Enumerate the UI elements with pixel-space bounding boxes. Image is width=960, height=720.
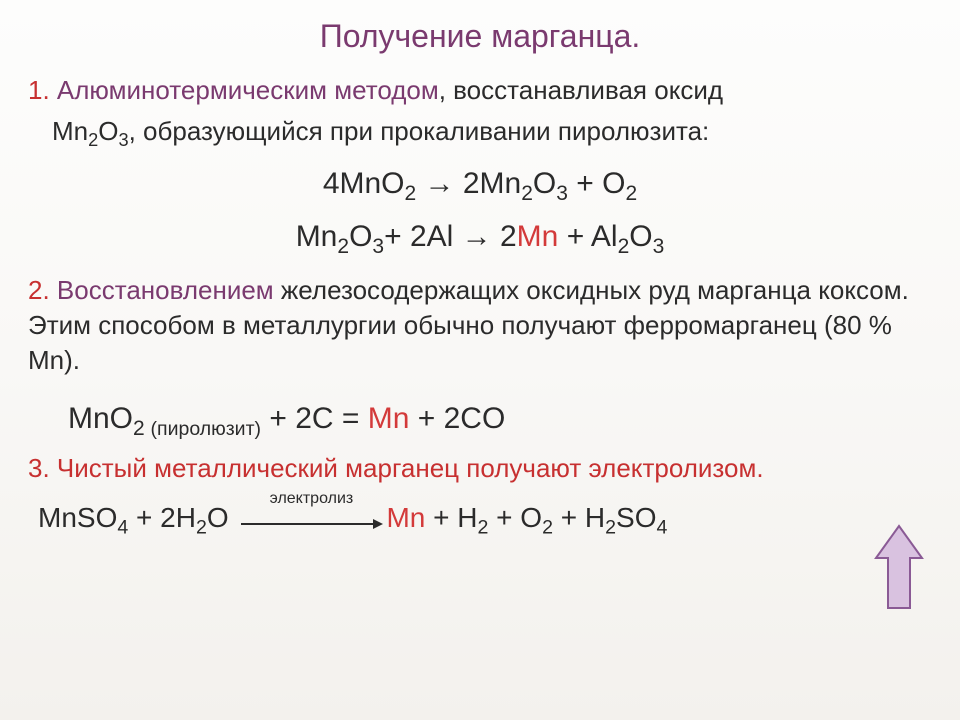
eq1-c: O [533, 167, 556, 200]
eq3-b: + 2C = [261, 402, 368, 435]
electrolysis-arrow: электролиз [236, 504, 386, 536]
eq4-c: O [207, 502, 237, 533]
s1-f-a: Mn [52, 116, 88, 146]
eq2-b: O [349, 220, 372, 253]
eq4-b: + 2H [128, 502, 196, 533]
eq3-pyro: (пиролюзит) [151, 418, 261, 440]
section3-text: Чистый металлический марганец получают э… [50, 453, 764, 483]
section2-intro: 2. Восстановлением железосодержащих окси… [28, 273, 932, 378]
equation-3: MnO2 (пиролюзит) + 2C = Mn + 2CO [68, 402, 932, 441]
s1-f-b: O [98, 116, 118, 146]
eq3-mn: Mn [368, 402, 410, 435]
section1-text1: , восстанавливая оксид [439, 75, 723, 105]
section2-method: Восстановлением [57, 275, 274, 305]
eq2-e: O [629, 220, 652, 253]
equation-4: MnSO4 + 2H2O электролиз Mn + H2 + O2 + H… [38, 502, 932, 540]
s1-f-c: , образующийся при прокаливании пиролюзи… [129, 116, 710, 146]
equation-1: 4MnO2 → 2Mn2O3 + O2 [28, 167, 932, 206]
eq2-a: Mn [296, 220, 338, 253]
section1-formula-line: Mn2O3, образующийся при прокаливании пир… [28, 114, 932, 153]
section2-number: 2. [28, 275, 50, 305]
section3-number: 3. [28, 453, 50, 483]
section3-intro: 3. Чистый металлический марганец получаю… [28, 451, 932, 486]
eq4-a: MnSO [38, 502, 117, 533]
eq4-g: SO [616, 502, 656, 533]
eq1-b: → 2Mn [416, 167, 521, 200]
eq3-a: MnO [68, 402, 133, 435]
eq3-c: + 2CO [409, 402, 505, 435]
page-title: Получение марганца. [28, 18, 932, 55]
eq2-mn: Mn [517, 220, 559, 253]
up-arrow-icon [872, 524, 926, 612]
eq1-d: + O [568, 167, 626, 200]
eq2-d: + Al [558, 220, 617, 253]
section1-method: Алюминотермическим методом [57, 75, 439, 105]
eq4-e: + O [488, 502, 542, 533]
eq4-mn: Mn [386, 502, 425, 533]
electrolysis-label: электролиз [236, 490, 386, 508]
section1-number: 1. [28, 75, 50, 105]
eq4-d: + H [425, 502, 477, 533]
eq1-a: 4MnO [323, 167, 405, 200]
equation-2: Mn2O3+ 2Al → 2Mn + Al2O3 [28, 220, 932, 259]
arrow-line-icon [241, 523, 381, 525]
eq4-f: + H [553, 502, 605, 533]
section1-intro: 1. Алюминотермическим методом, восстанав… [28, 73, 932, 108]
eq2-c: + 2Al → 2 [384, 220, 517, 253]
